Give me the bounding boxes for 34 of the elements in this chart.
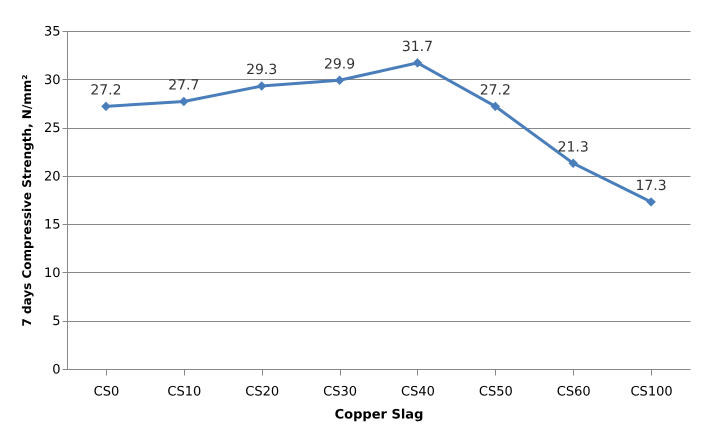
data-label: 29.3 [246, 62, 278, 78]
data-label: 17.3 [635, 178, 667, 194]
data-label: 27.7 [168, 77, 200, 94]
y-tick-label: 25 [44, 121, 60, 136]
x-tick-label: CS20 [245, 384, 280, 400]
y-tick-label: 30 [44, 72, 60, 88]
point [568, 158, 578, 168]
data-label: 27.2 [90, 82, 122, 98]
x-tick-label: CS40 [401, 384, 435, 400]
point [490, 102, 500, 112]
y-tick-label: 15 [44, 218, 60, 233]
point [412, 58, 422, 68]
point [646, 197, 656, 207]
point [179, 96, 189, 106]
x-tick-label: CS0 [94, 384, 120, 400]
data-label: 29.9 [324, 56, 356, 72]
point [334, 76, 344, 85]
point [256, 81, 266, 91]
x-tick-label: CS30 [323, 384, 357, 400]
x-tick-label: CS50 [478, 384, 513, 400]
data-label: 27.2 [480, 82, 511, 98]
x-tick-label: CS10 [167, 384, 202, 400]
y-axis-title: 7 days Compressive Strength, N/mm² [20, 74, 34, 326]
y-tick-label: 0 [52, 362, 60, 378]
y-tick-label: 10 [44, 266, 60, 281]
y-tick-label: 5 [52, 314, 60, 330]
x-axis-title: Copper Slag [334, 408, 424, 422]
x-tick-label: CS100 [630, 384, 673, 400]
y-tick-label: 35 [44, 24, 60, 40]
data-label: 31.7 [402, 38, 434, 55]
y-tick-label: 20 [44, 169, 60, 184]
data-label: 21.3 [558, 139, 589, 156]
point [101, 102, 111, 112]
x-tick-label: CS60 [556, 384, 591, 400]
